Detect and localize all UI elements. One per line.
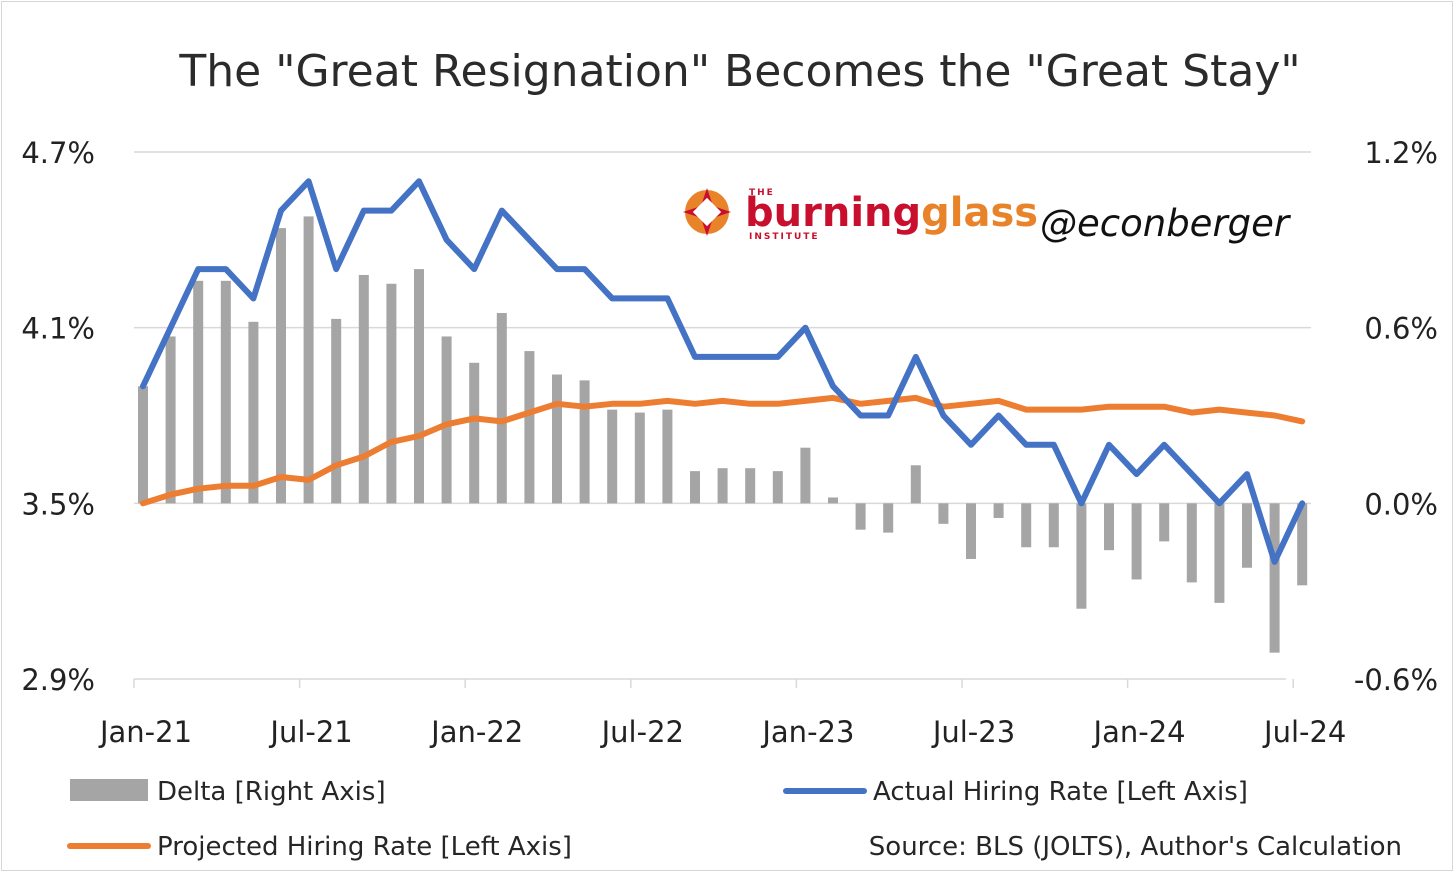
delta-bar xyxy=(331,318,342,504)
delta-bar xyxy=(966,503,976,559)
delta-bar xyxy=(717,468,728,504)
delta-bar xyxy=(662,409,673,504)
left-axis-tick-label: 3.5% xyxy=(21,487,95,521)
x-axis-tick-label: Jul-24 xyxy=(1262,715,1346,749)
delta-bar xyxy=(1269,503,1280,653)
hiring-lines xyxy=(140,178,1306,565)
delta-bar xyxy=(772,471,783,504)
delta-bar xyxy=(1104,503,1114,551)
chart-title: The "Great Resignation" Becomes the "Gre… xyxy=(178,46,1300,97)
projected-hiring-rate-line xyxy=(140,394,1306,507)
delta-bar xyxy=(276,228,286,504)
delta-bar xyxy=(165,336,176,504)
x-axis-tick-label: Jul-21 xyxy=(268,715,352,749)
delta-bar xyxy=(1214,503,1225,603)
delta-bar xyxy=(469,362,480,504)
delta-bar xyxy=(855,503,866,530)
x-axis-tick-label: Jan-22 xyxy=(429,715,523,749)
delta-bar xyxy=(579,380,590,504)
delta-bar xyxy=(138,386,148,504)
author-handle: @econberger xyxy=(1040,202,1292,245)
x-axis-tick-label: Jan-24 xyxy=(1092,715,1186,749)
delta-bar xyxy=(248,321,259,504)
right-axis-tick-label: -0.6% xyxy=(1354,663,1438,697)
logo-sub-text: INSTITUTE xyxy=(749,232,820,242)
delta-bar xyxy=(303,216,314,504)
delta-bar xyxy=(1242,503,1252,568)
right-axis-tick-label: 1.2% xyxy=(1364,136,1438,170)
actual-hiring-rate-line xyxy=(140,178,1306,565)
delta-bar xyxy=(1159,503,1170,542)
delta-bar xyxy=(1131,503,1142,580)
delta-bar xyxy=(690,471,700,504)
delta-bar xyxy=(938,503,949,524)
left-axis-tick-label: 4.7% xyxy=(21,136,95,170)
x-axis-tick-label: Jan-21 xyxy=(98,715,192,749)
delta-bar xyxy=(193,280,204,504)
legend-item-delta: Delta [Right Axis] xyxy=(70,777,386,807)
burning-glass-logo: THE burningglass INSTITUTE xyxy=(683,188,1038,242)
delta-bar xyxy=(1048,503,1059,548)
left-axis-tick-label: 2.9% xyxy=(21,663,95,697)
delta-bar xyxy=(607,409,618,504)
delta-bar xyxy=(441,336,452,504)
delta-bar xyxy=(358,274,369,504)
delta-bar xyxy=(910,465,921,504)
legend-label-delta: Delta [Right Axis] xyxy=(157,777,386,807)
delta-bar xyxy=(745,468,756,504)
x-axis-tick-label: Jul-22 xyxy=(600,715,684,749)
legend: Delta [Right Axis] Actual Hiring Rate [L… xyxy=(67,777,1248,862)
delta-bar xyxy=(220,280,231,504)
axes: 4.7% 4.1% 3.5% 2.9% 1.2% 0.6% 0.0% -0.6% Jan-21 J… xyxy=(21,136,1438,749)
delta-bar xyxy=(883,503,894,533)
right-axis-tick-label: 0.0% xyxy=(1364,487,1438,521)
delta-bar xyxy=(1076,503,1087,609)
delta-bar xyxy=(800,447,811,504)
delta-bar xyxy=(634,412,645,504)
logo-wordmark: burningglass xyxy=(745,190,1038,236)
left-axis-tick-label: 4.1% xyxy=(21,312,95,346)
delta-bar xyxy=(1021,503,1032,548)
legend-label-projected: Projected Hiring Rate [Left Axis] xyxy=(157,832,572,862)
x-axis-tick-label: Jan-23 xyxy=(760,715,854,749)
legend-item-actual: Actual Hiring Rate [Left Axis] xyxy=(783,777,1248,807)
delta-bar xyxy=(993,503,1004,518)
logo-top-text: THE xyxy=(749,188,775,198)
legend-item-projected: Projected Hiring Rate [Left Axis] xyxy=(67,832,572,862)
delta-bar xyxy=(496,313,507,504)
delta-bar xyxy=(414,269,424,504)
sun-icon xyxy=(683,188,731,236)
delta-bar xyxy=(828,497,838,504)
right-axis-tick-label: 0.6% xyxy=(1364,312,1438,346)
source-note: Source: BLS (JOLTS), Author's Calculatio… xyxy=(869,832,1402,862)
legend-label-actual: Actual Hiring Rate [Left Axis] xyxy=(873,777,1248,807)
delta-bars xyxy=(138,216,1308,653)
legend-swatch-delta xyxy=(70,779,148,801)
delta-bar xyxy=(552,374,562,504)
delta-bar xyxy=(1186,503,1197,583)
x-axis-tick-label: Jul-23 xyxy=(931,715,1015,749)
delta-bar xyxy=(1297,503,1308,586)
delta-bar xyxy=(524,351,535,504)
delta-bar xyxy=(386,283,397,504)
